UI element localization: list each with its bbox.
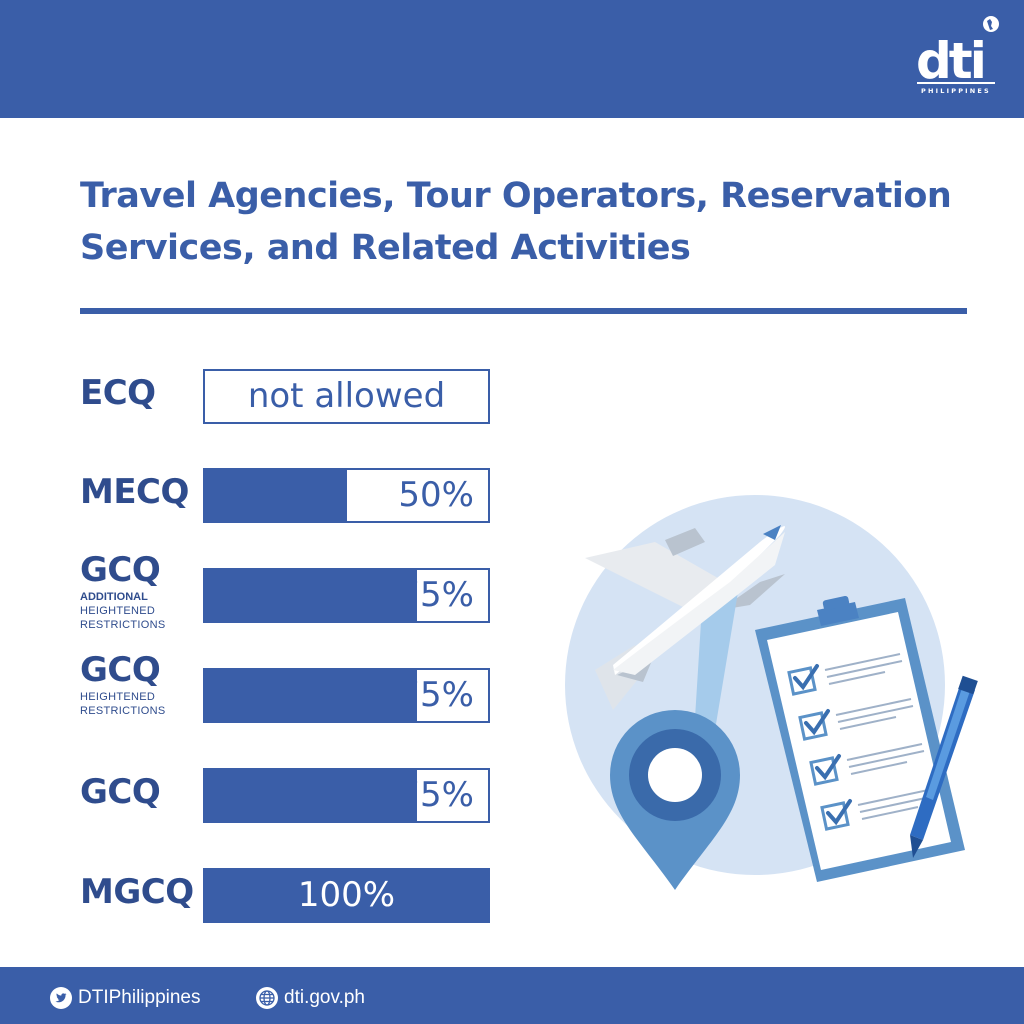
chart-row: ECQ not allowed: [0, 365, 560, 425]
chart-row: GCQ ADDITIONAL HEIGHTENED RESTRICTIONS 75%: [0, 550, 560, 631]
category-name: ECQ: [80, 373, 156, 413]
location-pin-icon: [610, 709, 740, 890]
row-category-label: ECQ: [80, 369, 156, 417]
capacity-bar: 75%: [203, 568, 490, 623]
header-band: [0, 0, 1024, 118]
category-name: GCQ: [80, 772, 161, 812]
website-link[interactable]: dti.gov.ph: [256, 985, 365, 1011]
category-name: GCQ: [80, 550, 161, 590]
title-line-2: Services, and Related Activities: [80, 228, 691, 268]
chart-row: MECQ 50%: [0, 464, 560, 524]
travel-illustration: [565, 495, 978, 890]
twitter-link[interactable]: DTIPhilippines: [50, 985, 201, 1011]
dti-logo: dti PHILIPPINES: [916, 16, 999, 95]
clipboard-checklist-icon: [755, 595, 965, 882]
website-url: dti.gov.ph: [284, 987, 365, 1008]
bar-value-label: 75%: [398, 675, 474, 715]
category-name: GCQ: [80, 650, 161, 690]
bar-fill: [205, 470, 347, 521]
category-qualifier: HEIGHTENED: [80, 605, 156, 617]
row-category-label: GCQ: [80, 768, 161, 816]
bar-fill: [205, 570, 418, 621]
globe-icon: [256, 987, 278, 1009]
chart-row: GCQ 75%: [0, 764, 560, 824]
category-qualifier: ADDITIONAL: [80, 591, 148, 603]
footer-band: DTIPhilippines dti.gov.ph: [0, 967, 1024, 1024]
category-qualifier: RESTRICTIONS: [80, 705, 166, 717]
bar-fill: [205, 670, 418, 721]
chart-row: MGCQ 100%: [0, 864, 560, 924]
category-name: MGCQ: [80, 872, 194, 912]
category-qualifier: HEIGHTENED: [80, 691, 156, 703]
row-category-label: MECQ: [80, 468, 189, 516]
twitter-handle: DTIPhilippines: [78, 987, 201, 1008]
bar-value-label: not allowed: [247, 376, 446, 416]
row-category-label: GCQ ADDITIONAL HEIGHTENED RESTRICTIONS: [80, 550, 166, 632]
category-qualifier: RESTRICTIONS: [80, 619, 166, 631]
bar-value-label: 50%: [398, 475, 474, 515]
pen-icon: [910, 675, 978, 858]
capacity-bar: 75%: [203, 668, 490, 723]
twitter-icon: [50, 987, 72, 1009]
capacity-bar: 50%: [203, 468, 490, 523]
row-category-label: GCQ HEIGHTENED RESTRICTIONS: [80, 650, 166, 718]
title-line-1: Travel Agencies, Tour Operators, Reserva…: [80, 176, 952, 216]
category-name: MECQ: [80, 472, 189, 512]
bar-fill: [205, 770, 418, 821]
page-title: Travel Agencies, Tour Operators, Reserva…: [80, 170, 960, 274]
bar-fill: [205, 870, 488, 921]
bar-value-label: 75%: [398, 575, 474, 615]
capacity-bar-chart: ECQ not allowed MECQ 50% GCQ ADDITIONAL HEIGHT…: [0, 340, 560, 940]
bar-value-label: 100%: [297, 875, 396, 915]
airplane-icon: [585, 525, 785, 730]
chart-row: GCQ HEIGHTENED RESTRICTIONS 75%: [0, 650, 560, 724]
bar-value-label: 75%: [398, 775, 474, 815]
capacity-bar: 75%: [203, 768, 490, 823]
logo-subtext: PHILIPPINES: [921, 87, 991, 95]
capacity-bar: not allowed: [203, 369, 490, 424]
row-category-label: MGCQ: [80, 868, 194, 916]
title-divider: [80, 308, 967, 314]
capacity-bar: 100%: [203, 868, 490, 923]
logo-wordmark: dti: [916, 32, 984, 90]
